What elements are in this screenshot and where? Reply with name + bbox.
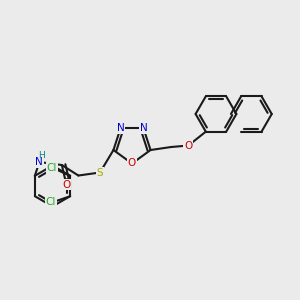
Text: H: H [38, 151, 45, 160]
Text: N: N [35, 157, 43, 167]
Text: N: N [117, 123, 124, 133]
Text: N: N [140, 123, 147, 133]
Text: Cl: Cl [46, 197, 56, 207]
Text: O: O [128, 158, 136, 169]
Text: O: O [62, 179, 70, 190]
Text: Cl: Cl [47, 163, 57, 173]
Text: S: S [97, 167, 103, 178]
Text: O: O [184, 140, 193, 151]
